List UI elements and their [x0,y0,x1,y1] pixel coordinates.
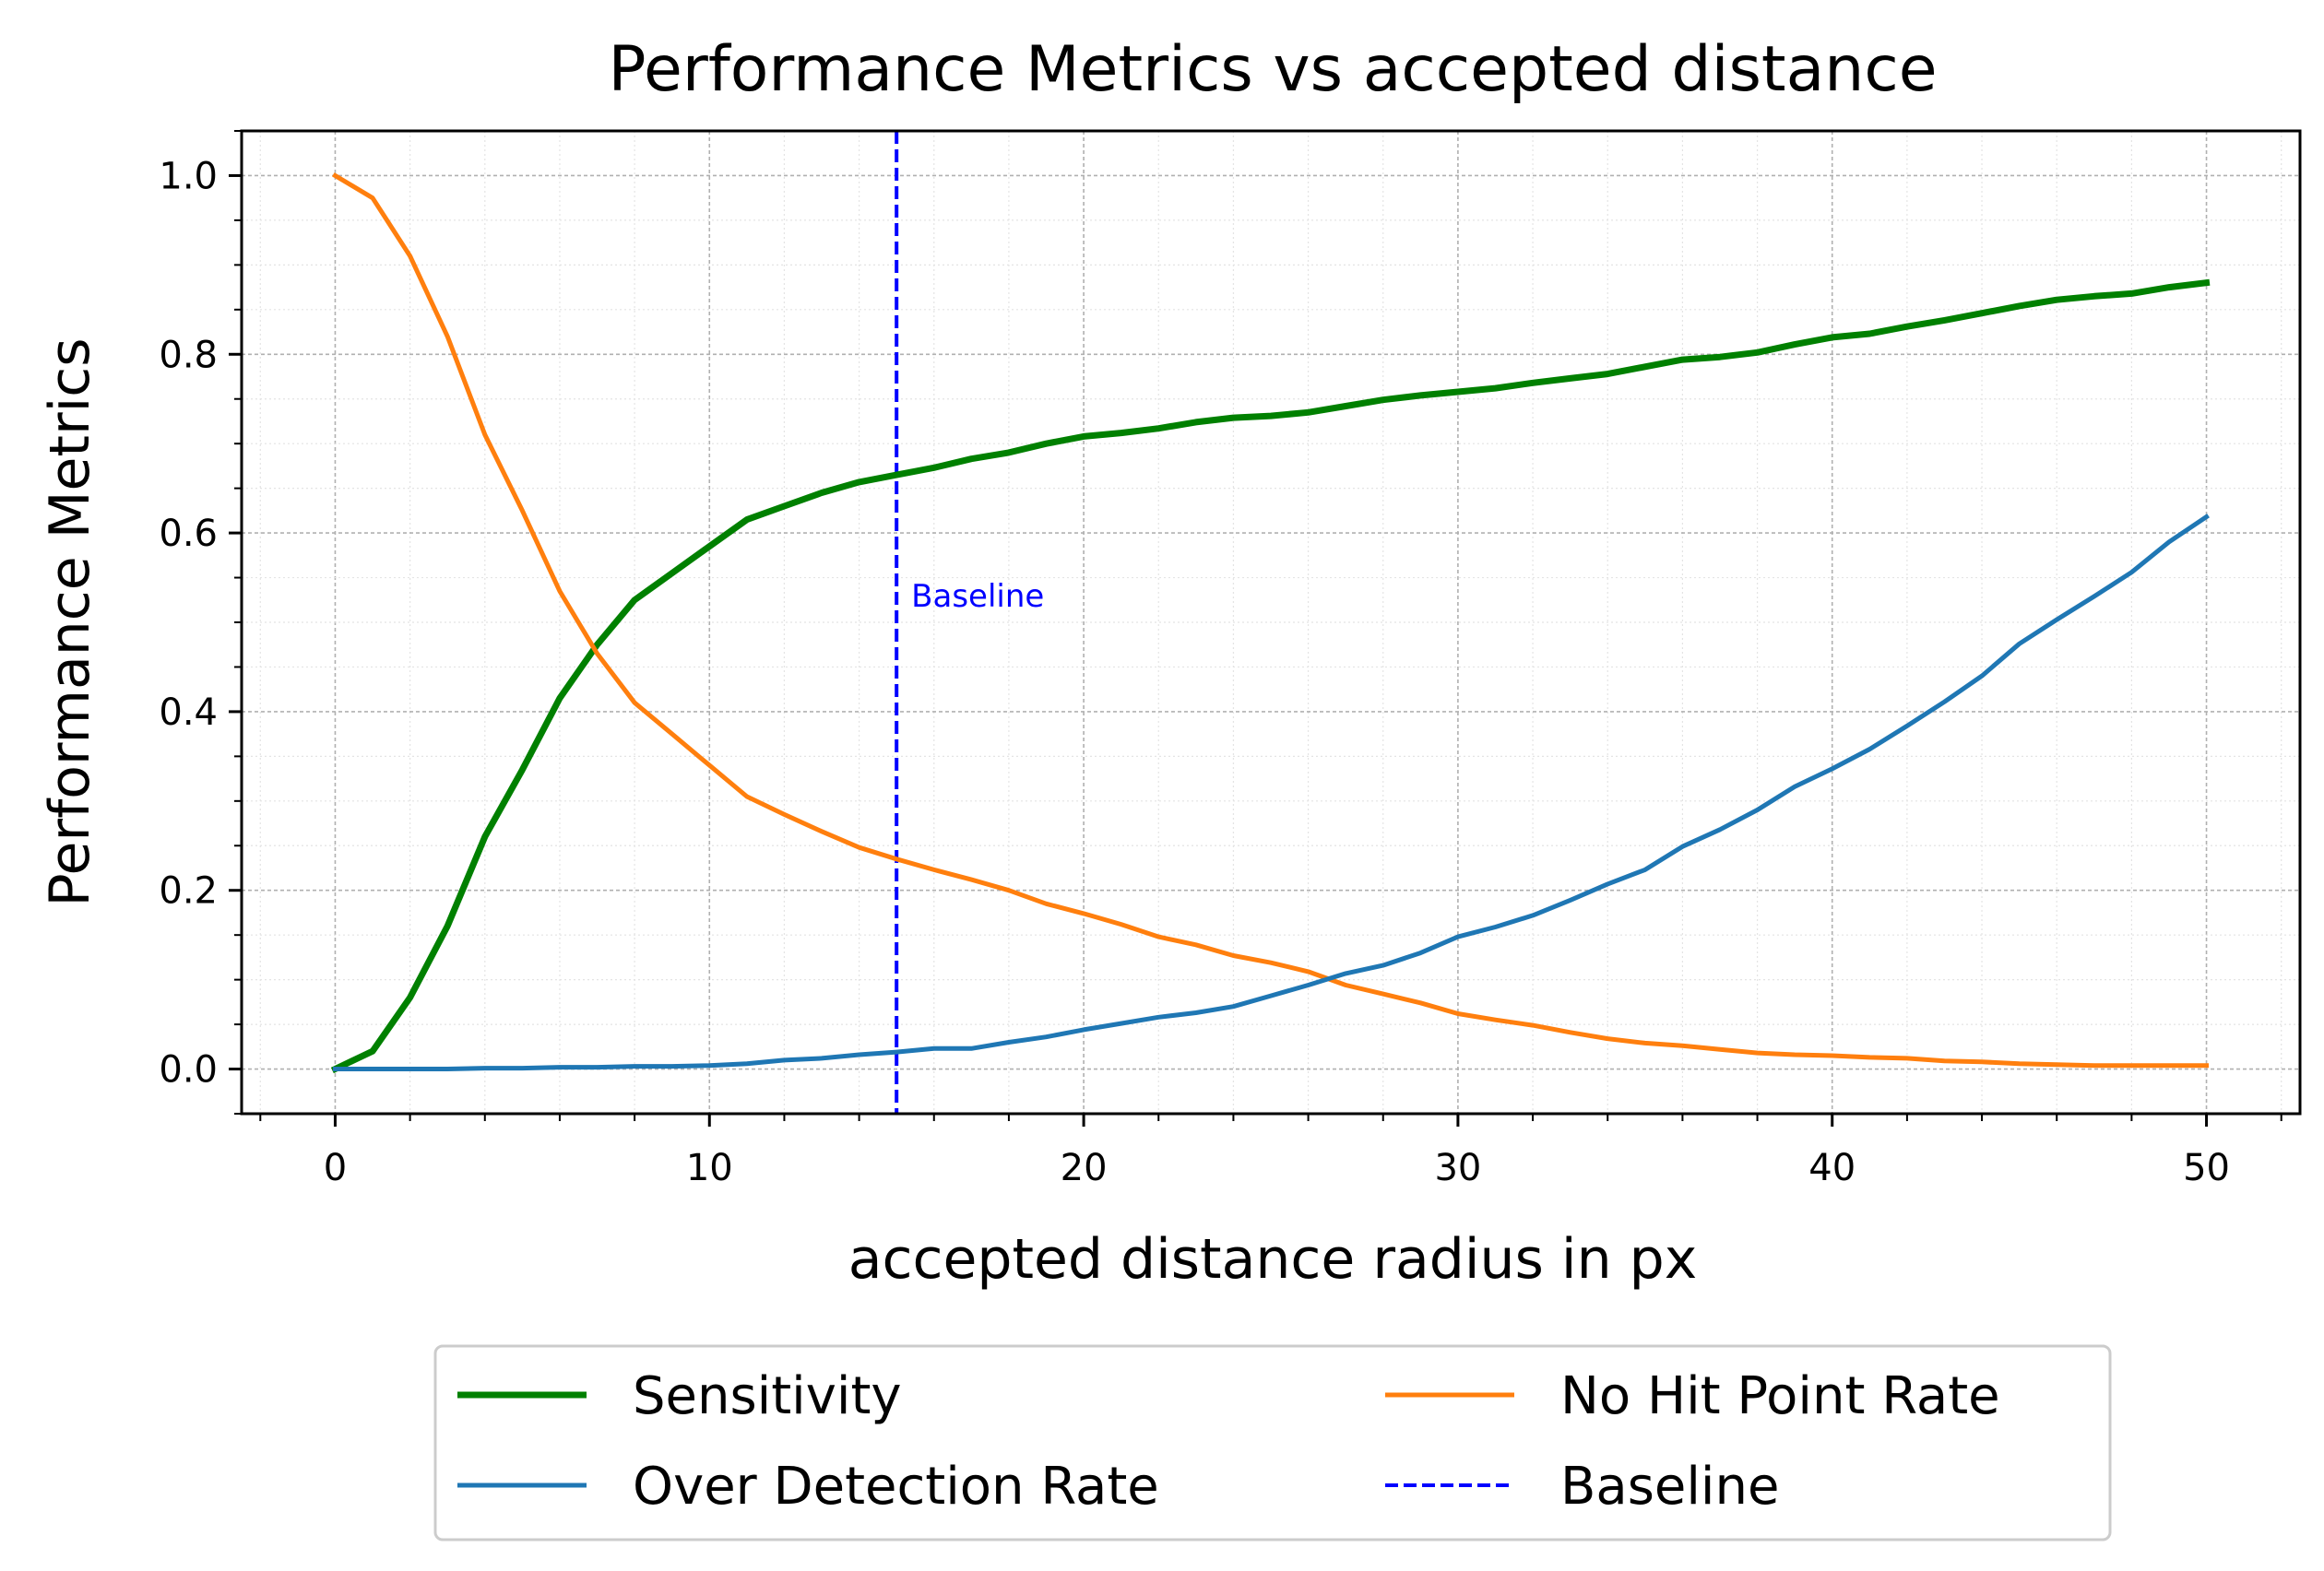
grid [242,130,2300,1115]
y-tick-label: 0.4 [159,691,218,734]
y-axis-label: Performance Metrics [38,337,102,906]
x-tick-label: 0 [324,1147,347,1189]
sensitivity-line [330,278,2211,1074]
x-axis-label: accepted distance radius in px [848,1227,1698,1292]
legend-label-baseline: Baseline [1560,1457,1779,1517]
x-tick-label: 10 [686,1147,733,1189]
baseline: Baseline [895,131,1044,1114]
x-tick-label: 30 [1434,1147,1481,1189]
y-tick-label: 0.0 [159,1049,218,1092]
legend-label-sensitivity: Sensitivity [633,1366,902,1426]
over-detection-rate-line [333,514,2210,1071]
y-tick-label: 1.0 [159,155,218,197]
x-tick-label: 20 [1061,1147,1108,1189]
y-tick-label: 0.6 [159,513,218,555]
legend-label-no-hit-point-rate: No Hit Point Rate [1560,1366,2000,1426]
y-tick-label: 0.2 [159,870,218,913]
legend: Sensitivity No Hit Point Rate Over Detecti… [433,1344,2112,1541]
baseline-annotation: Baseline [911,578,1044,615]
legend-label-over-detection-rate: Over Detection Rate [633,1457,1159,1517]
no-hit-point-rate-line [332,172,2209,1069]
chart-title: Performance Metrics vs accepted distance [608,33,1937,106]
y-tick-label: 0.8 [159,334,218,376]
x-tick-label: 50 [2183,1147,2230,1189]
axis-ticks: 0 10 20 30 40 50 0.0 0.2 0.4 0.6 0.8 1.0 [159,130,2282,1189]
series-lines [330,172,2211,1074]
x-tick-label: 40 [1808,1147,1856,1189]
legend-frame [433,1344,2112,1541]
